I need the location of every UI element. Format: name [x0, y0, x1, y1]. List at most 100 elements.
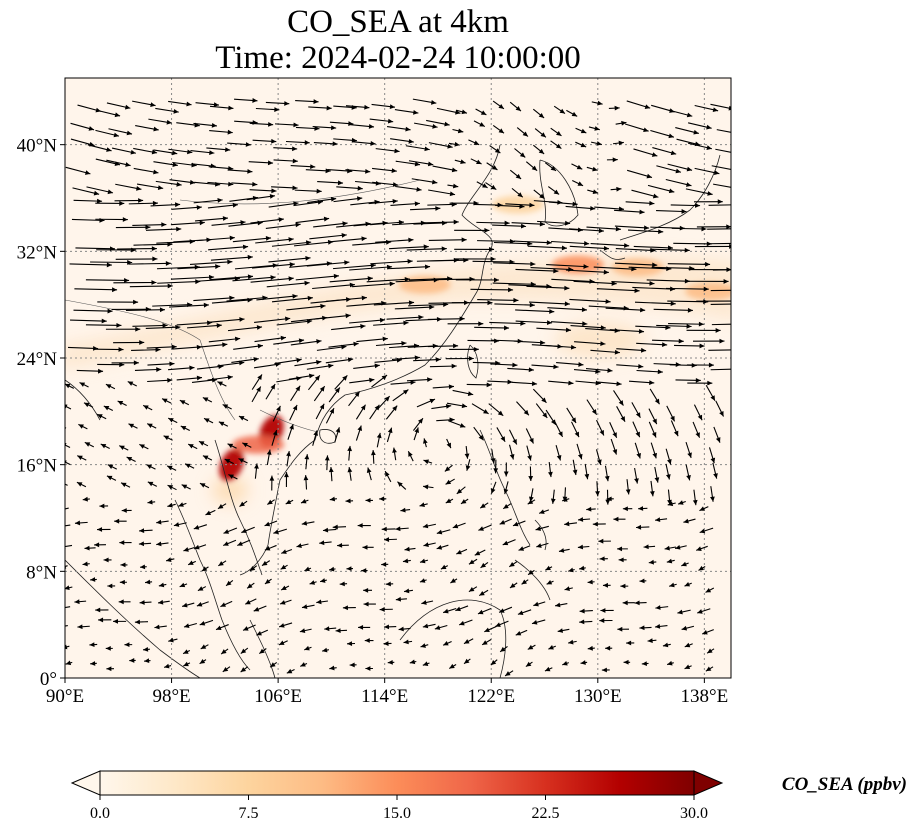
wind-vector — [419, 578, 427, 583]
wind-vector — [178, 502, 187, 507]
wind-vector — [555, 602, 568, 608]
wind-vector — [227, 443, 237, 449]
wind-vector — [636, 369, 663, 375]
wind-vector — [426, 119, 450, 127]
wind-vector — [273, 338, 305, 345]
wind-vector — [532, 144, 545, 155]
wind-vector — [545, 344, 577, 350]
wind-vector — [146, 344, 177, 350]
wind-vector — [662, 642, 671, 648]
wind-vector — [145, 324, 181, 330]
wind-vector — [423, 542, 436, 547]
wind-vector — [513, 240, 552, 246]
wind-vector — [688, 142, 712, 150]
wind-vector — [239, 500, 248, 507]
wind-vector — [328, 387, 341, 403]
wind-vector — [168, 365, 195, 371]
wind-vector — [713, 183, 731, 188]
wind-vector — [198, 440, 209, 447]
wind-vector — [265, 383, 276, 400]
wind-vector — [286, 303, 326, 311]
wind-vector — [694, 167, 720, 175]
wind-vector — [321, 647, 330, 653]
wind-vector — [422, 523, 436, 529]
wind-vector — [117, 246, 157, 252]
wind-vector — [553, 105, 566, 114]
wind-vector — [599, 556, 608, 562]
wind-vector — [306, 363, 334, 370]
lon-tick-label: 90°E — [46, 686, 84, 707]
wind-vector — [271, 295, 313, 303]
wind-vector — [304, 645, 312, 651]
wind-vector — [361, 568, 368, 573]
wind-vector — [65, 660, 73, 666]
wind-vector — [313, 313, 351, 320]
wind-vector — [333, 196, 363, 203]
wind-vector — [609, 328, 645, 334]
wind-vector — [65, 644, 70, 650]
wind-vector — [693, 199, 723, 205]
wind-vector — [210, 254, 253, 261]
wind-vector — [227, 142, 251, 147]
wind-vector — [115, 183, 142, 191]
wind-vector — [470, 158, 482, 165]
wind-vector — [201, 566, 209, 572]
wind-vector — [187, 560, 197, 566]
wind-vector — [133, 147, 158, 155]
wind-vector — [666, 660, 674, 666]
wind-vector — [565, 269, 609, 275]
wind-vector — [550, 321, 588, 327]
wind-vector — [76, 368, 104, 374]
wind-vector — [167, 484, 177, 491]
wind-vector — [115, 256, 158, 262]
longitude-axis: 90°E 98°E 106°E 114°E 122°E 130°E 138°E — [46, 678, 728, 707]
wind-vector — [238, 415, 249, 422]
wind-vector — [300, 662, 308, 667]
wind-vector — [408, 160, 434, 167]
wind-vector — [365, 497, 373, 503]
wind-vector — [395, 160, 421, 167]
colorbar-tick-label: 22.5 — [532, 805, 560, 822]
wind-vector — [634, 442, 641, 459]
wind-vector — [464, 445, 470, 459]
wind-vector — [65, 585, 73, 591]
wind-vector — [240, 666, 249, 673]
wind-vector — [693, 338, 725, 344]
wind-vector — [349, 662, 357, 668]
wind-vector — [90, 260, 133, 265]
wind-vector — [103, 405, 114, 411]
wind-vector — [650, 442, 657, 459]
wind-vector — [106, 159, 131, 167]
wind-vector — [90, 661, 97, 666]
wind-vector — [125, 307, 165, 313]
wind-vector — [384, 537, 397, 542]
wind-vector — [307, 196, 337, 204]
wind-vector — [345, 104, 370, 110]
wind-vector — [558, 548, 570, 553]
wind-vector — [454, 159, 466, 165]
wind-vector — [509, 582, 518, 589]
wind-vector — [515, 320, 553, 326]
wind-vector — [445, 478, 455, 485]
wind-vector — [70, 122, 95, 131]
wind-vector — [515, 629, 528, 636]
wind-vector — [693, 404, 703, 421]
wind-vector — [620, 583, 629, 589]
wind-vector — [255, 237, 294, 244]
wind-vector — [345, 498, 354, 504]
wind-vector — [299, 628, 312, 633]
wind-vector — [692, 489, 698, 506]
wind-vector — [516, 127, 529, 137]
wind-vector — [626, 640, 635, 646]
wind-vector — [121, 508, 132, 513]
wind-vector — [571, 421, 580, 438]
wind-vector — [575, 127, 587, 134]
wind-vector — [153, 161, 178, 168]
wind-vector — [454, 247, 495, 252]
wind-vector — [477, 608, 492, 615]
wind-vector — [273, 528, 288, 535]
wind-vector — [615, 120, 627, 126]
wind-vector — [169, 179, 196, 185]
wind-vector — [182, 649, 191, 655]
wind-vector — [82, 561, 90, 567]
